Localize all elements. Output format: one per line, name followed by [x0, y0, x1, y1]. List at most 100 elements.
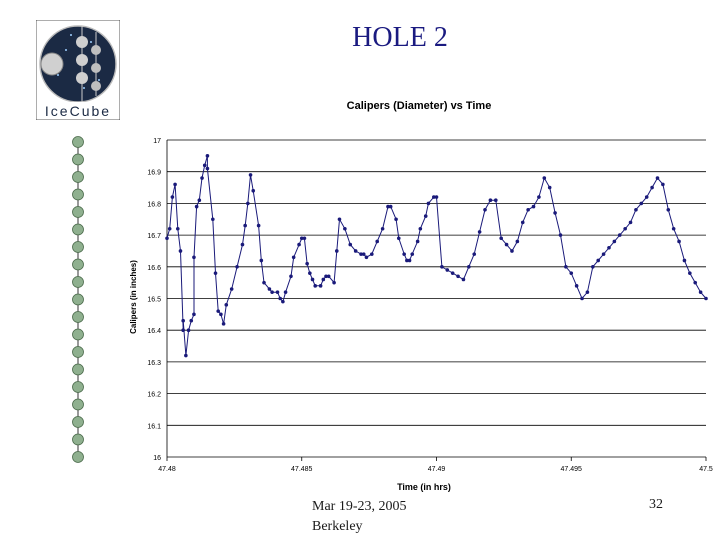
data-point — [353, 249, 358, 253]
data-point — [493, 198, 498, 203]
data-point — [181, 328, 185, 332]
optical-module-bead — [72, 381, 84, 393]
optical-module-bead — [72, 416, 84, 428]
optical-module-bead — [72, 241, 84, 253]
y-tick-label: 16.1 — [147, 423, 161, 430]
data-point — [197, 198, 202, 203]
data-point — [407, 258, 412, 263]
data-point — [259, 258, 264, 263]
data-point — [402, 252, 406, 256]
data-point — [213, 271, 218, 275]
data-point — [192, 255, 196, 260]
data-point — [426, 201, 431, 206]
data-point — [262, 280, 266, 285]
data-point — [386, 204, 390, 209]
data-point — [693, 280, 698, 285]
data-point — [483, 207, 487, 212]
data-point — [531, 204, 536, 209]
x-tick-labels: 47.48 47.485 47.49 47.495 47.5 — [158, 466, 713, 473]
y-tick-label: 16.4 — [147, 328, 161, 335]
data-point — [235, 265, 239, 269]
data-point — [666, 207, 671, 212]
data-point — [246, 201, 250, 206]
y-tick-label: 16.8 — [147, 201, 161, 208]
y-tick-label: 16.5 — [147, 297, 161, 304]
data-point — [267, 287, 272, 291]
data-point — [173, 182, 177, 187]
optical-module-bead — [72, 433, 84, 446]
data-point — [205, 166, 210, 171]
chart-gridlines — [166, 139, 707, 461]
data-point — [661, 182, 665, 187]
data-point — [167, 226, 172, 231]
data-point — [526, 207, 530, 212]
data-point — [704, 296, 708, 301]
data-point — [394, 217, 398, 222]
data-point — [634, 207, 638, 212]
data-point — [488, 198, 493, 203]
data-point — [337, 217, 342, 222]
optical-module-bead — [72, 171, 84, 183]
slide-title: HOLE 2 — [352, 22, 448, 53]
data-point — [200, 176, 204, 180]
data-point — [278, 296, 282, 301]
data-point — [396, 236, 401, 241]
data-point — [537, 195, 541, 199]
series-line — [166, 155, 707, 356]
optical-module-bead — [72, 398, 84, 411]
data-point — [688, 271, 692, 275]
data-point — [450, 271, 455, 275]
data-point — [175, 226, 180, 231]
data-point — [456, 274, 460, 279]
data-point — [248, 173, 253, 177]
data-point — [510, 249, 514, 253]
data-point — [334, 249, 339, 253]
data-point — [547, 185, 552, 190]
data-point — [324, 274, 328, 279]
data-point — [499, 236, 503, 241]
data-point — [275, 290, 280, 294]
data-point — [192, 312, 196, 317]
data-point — [467, 265, 471, 269]
data-point — [477, 230, 482, 234]
data-point — [291, 255, 296, 260]
optical-module-bead — [72, 311, 84, 323]
data-point — [216, 309, 221, 313]
data-point — [224, 303, 229, 307]
data-point — [601, 252, 606, 256]
data-point — [612, 239, 617, 244]
data-point — [370, 252, 374, 256]
data-point — [580, 296, 584, 301]
optical-module-bead — [72, 153, 84, 166]
data-point — [574, 284, 579, 288]
data-point — [361, 252, 366, 256]
optical-module-bead — [72, 363, 84, 376]
optical-module-bead — [72, 328, 84, 341]
data-point — [569, 271, 574, 275]
x-tick-label: 47.485 — [291, 466, 313, 473]
data-point — [596, 258, 600, 263]
optical-module-bead — [72, 206, 84, 218]
data-point — [270, 290, 274, 294]
data-point — [564, 265, 568, 269]
data-point — [607, 245, 611, 250]
data-point — [297, 242, 301, 247]
data-point — [655, 176, 660, 180]
data-point — [302, 236, 307, 241]
data-point — [181, 318, 185, 323]
data-point — [194, 204, 199, 209]
data-point — [281, 299, 285, 304]
data-point — [299, 236, 304, 241]
data-point — [628, 220, 633, 225]
data-point — [515, 239, 520, 244]
chart-title: Calipers (Diameter) vs Time — [347, 100, 492, 112]
data-point — [410, 252, 415, 256]
data-point — [432, 195, 436, 199]
data-point — [305, 261, 309, 266]
data-point — [405, 258, 409, 263]
data-point — [682, 258, 687, 263]
data-point — [520, 220, 525, 225]
calipers-chart: Calipers (Diameter) vs Time 1616.116.216… — [129, 100, 713, 492]
data-point — [472, 252, 477, 256]
data-point — [321, 277, 326, 282]
